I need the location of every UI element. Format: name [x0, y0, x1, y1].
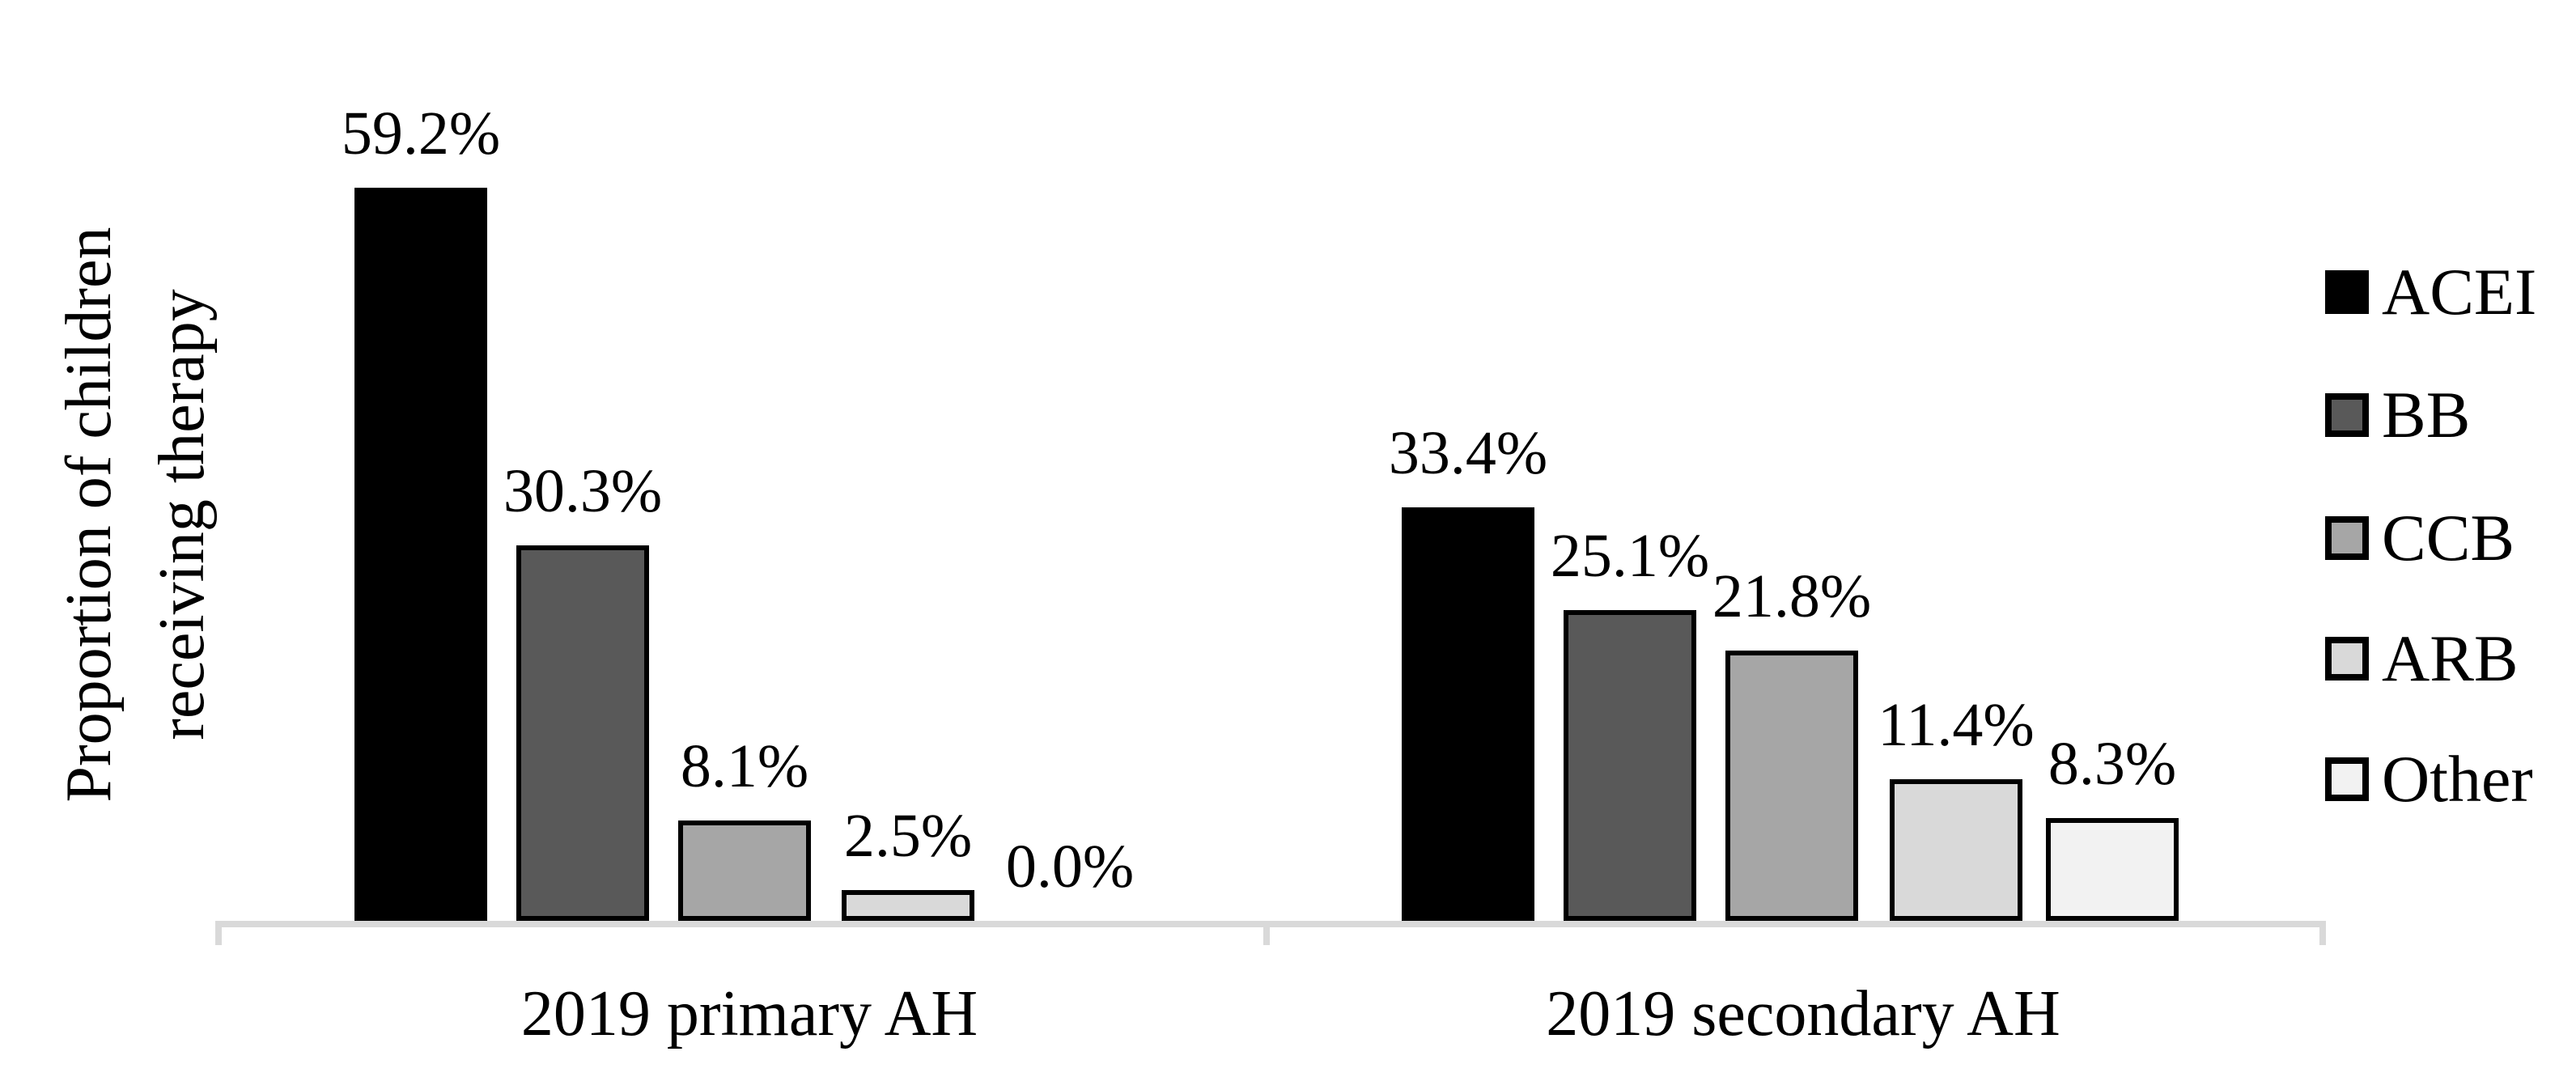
bar-secondary-arb	[1890, 779, 2022, 921]
value-label-primary-acei: 59.2%	[341, 100, 501, 167]
bar-secondary-bb	[1564, 610, 1696, 921]
bar-primary-ccb	[678, 820, 811, 921]
legend-swatch-arb	[2325, 637, 2369, 681]
legend-label-arb: ARB	[2382, 621, 2519, 695]
bar-primary-bb	[516, 545, 649, 921]
legend-item-other: Other	[2325, 740, 2533, 818]
y-axis-title-line-1: Proportion of children	[53, 227, 125, 803]
legend-swatch-other	[2325, 757, 2369, 801]
value-label-secondary-ccb: 21.8%	[1712, 562, 1872, 630]
legend-label-ccb: CCB	[2382, 501, 2515, 575]
legend-swatch-bb	[2325, 393, 2369, 437]
value-label-secondary-acei: 33.4%	[1388, 419, 1548, 487]
bar-primary-arb	[842, 890, 974, 921]
x-axis-tick-left	[215, 921, 222, 945]
legend-swatch-ccb	[2325, 516, 2369, 560]
category-label-secondary: 2019 secondary AH	[1546, 978, 2060, 1049]
category-label-primary: 2019 primary AH	[520, 978, 978, 1049]
y-axis-title-line-2: receiving therapy	[146, 289, 218, 740]
legend-item-acei: ACEI	[2325, 253, 2536, 331]
value-label-primary-bb: 30.3%	[503, 457, 663, 525]
bar-primary-acei	[354, 188, 487, 921]
bar-secondary-acei	[1402, 507, 1534, 921]
x-axis-line	[215, 921, 2326, 927]
legend-label-bb: BB	[2382, 378, 2471, 452]
legend-item-ccb: CCB	[2325, 499, 2514, 577]
bar-secondary-ccb	[1725, 651, 1858, 921]
legend-item-arb: ARB	[2325, 620, 2519, 698]
value-label-primary-arb: 2.5%	[843, 802, 973, 870]
legend-swatch-acei	[2325, 270, 2369, 314]
y-axis-title: Proportion of children receiving therapy	[43, 110, 229, 919]
value-label-primary-ccb: 8.1%	[680, 732, 809, 800]
x-axis-tick-middle	[1263, 921, 1270, 945]
legend-item-bb: BB	[2325, 376, 2470, 454]
legend-label-other: Other	[2382, 742, 2533, 816]
value-label-primary-other: 0.0%	[1005, 833, 1135, 901]
bar-secondary-other	[2046, 818, 2179, 921]
legend-label-acei: ACEI	[2382, 255, 2537, 329]
x-axis-tick-right	[2319, 921, 2326, 945]
value-label-secondary-bb: 25.1%	[1550, 522, 1710, 590]
value-label-secondary-arb: 11.4%	[1878, 691, 2035, 759]
value-label-secondary-other: 8.3%	[2048, 730, 2177, 798]
